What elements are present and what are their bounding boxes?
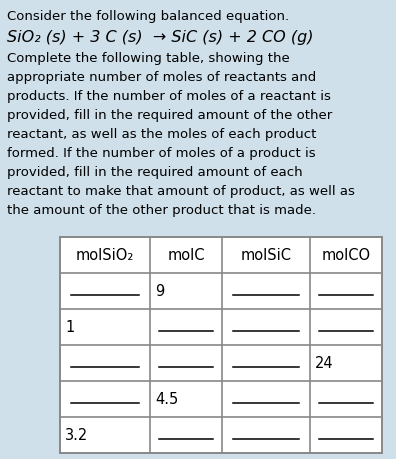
Text: 4.5: 4.5 — [155, 392, 178, 407]
Text: molSiO₂: molSiO₂ — [76, 247, 134, 263]
Text: products. If the number of moles of a reactant is: products. If the number of moles of a re… — [7, 90, 331, 103]
Text: 24: 24 — [315, 356, 333, 370]
Text: molC: molC — [167, 247, 205, 263]
Text: provided, fill in the required amount of the other: provided, fill in the required amount of… — [7, 109, 332, 122]
Text: provided, fill in the required amount of each: provided, fill in the required amount of… — [7, 166, 303, 179]
Text: appropriate number of moles of reactants and: appropriate number of moles of reactants… — [7, 71, 316, 84]
Text: reactant, as well as the moles of each product: reactant, as well as the moles of each p… — [7, 128, 316, 141]
Text: molSiC: molSiC — [240, 247, 291, 263]
Text: 1: 1 — [65, 319, 74, 335]
Text: 9: 9 — [155, 284, 164, 298]
Text: SiO₂ (s) + 3 C (s)  → SiC (s) + 2 CO (g): SiO₂ (s) + 3 C (s) → SiC (s) + 2 CO (g) — [7, 30, 314, 45]
Text: 3.2: 3.2 — [65, 427, 88, 442]
Text: Consider the following balanced equation.: Consider the following balanced equation… — [7, 10, 289, 23]
Text: the amount of the other product that is made.: the amount of the other product that is … — [7, 204, 316, 217]
Text: Complete the following table, showing the: Complete the following table, showing th… — [7, 52, 290, 65]
Text: molCO: molCO — [322, 247, 371, 263]
Bar — [60, 237, 382, 453]
Text: formed. If the number of moles of a product is: formed. If the number of moles of a prod… — [7, 147, 316, 160]
Text: reactant to make that amount of product, as well as: reactant to make that amount of product,… — [7, 185, 355, 198]
